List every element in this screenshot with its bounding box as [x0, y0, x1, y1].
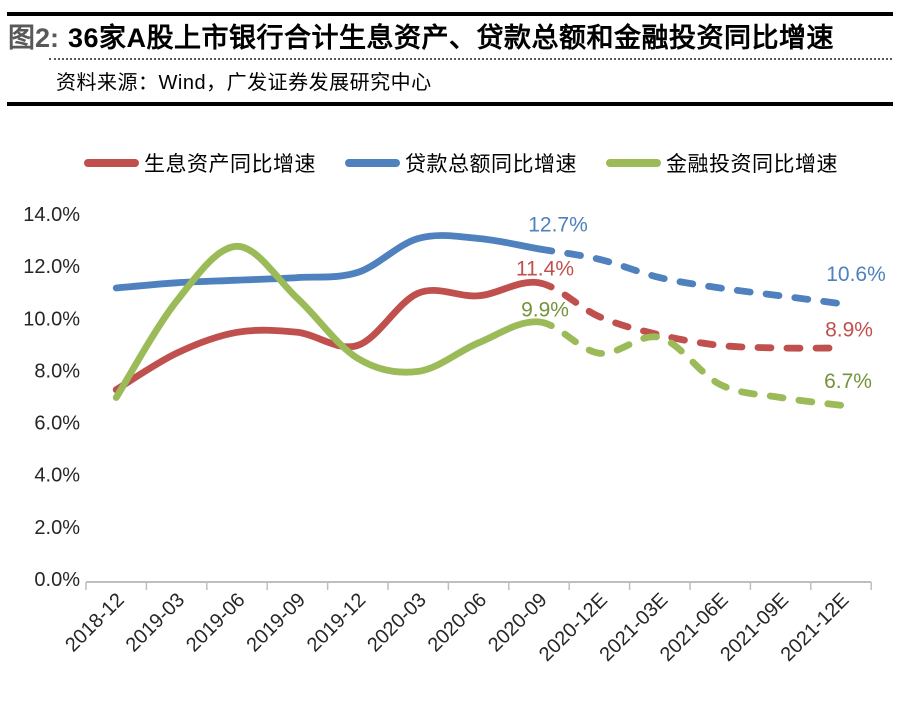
dotted-divider — [49, 58, 892, 60]
legend-item-total-loans: 贷款总额同比增速 — [345, 148, 577, 178]
series-line-dashed-1 — [535, 245, 845, 308]
series-line-solid-0 — [112, 278, 543, 394]
figure-header: 图2: 36家A股上市银行合计生息资产、贷款总额和金融投资同比增速 资料来源：W… — [0, 12, 900, 106]
series-line-solid-1 — [112, 232, 543, 292]
x-tick-label: 2019-12 — [303, 589, 370, 656]
x-tick-label: 2019-09 — [242, 589, 309, 656]
y-tick-label: 8.0% — [34, 360, 80, 382]
x-tick-label: 2020-03 — [363, 589, 430, 656]
legend-swatch-red — [84, 159, 139, 167]
header-bottom-rule — [7, 102, 893, 106]
data-label: 11.4% — [516, 257, 574, 280]
y-tick-label: 4.0% — [34, 465, 80, 487]
data-label: 10.6% — [826, 263, 886, 286]
data-label: 8.9% — [825, 319, 873, 342]
x-tick-label: 2019-06 — [182, 589, 249, 656]
legend-label: 贷款总额同比增速 — [405, 153, 577, 176]
y-tick-label: 2.0% — [34, 517, 80, 539]
figure-title: 36家A股上市银行合计生息资产、贷款总额和金融投资同比增速 — [68, 23, 835, 53]
legend-swatch-blue — [345, 159, 400, 167]
y-tick-label: 10.0% — [23, 308, 80, 330]
legend-label: 金融投资同比增速 — [666, 153, 838, 176]
figure-number-label: 图2: — [8, 23, 60, 53]
x-tick-label: 2019-03 — [122, 589, 189, 656]
y-tick-label: 12.0% — [23, 256, 80, 278]
legend-item-interest-earning-assets: 生息资产同比增速 — [84, 148, 316, 178]
y-tick-label: 14.0% — [23, 204, 80, 226]
data-label: 6.7% — [824, 370, 872, 393]
figure-title-row: 图2: 36家A股上市银行合计生息资产、贷款总额和金融投资同比增速 — [8, 20, 892, 56]
header-top-rule — [7, 12, 893, 16]
series-line-dashed-2 — [535, 318, 845, 409]
x-tick-label: 2020-06 — [424, 589, 491, 656]
legend-item-financial-investment: 金融投资同比增速 — [606, 148, 838, 178]
legend-swatch-green — [606, 159, 661, 167]
chart-canvas: 0.0% 2.0% 4.0% 6.0% 8.0% 10.0% 12.0% 14.0% 2018-… — [23, 204, 886, 666]
x-tick-label: 2018-12 — [61, 589, 128, 656]
data-label: 12.7% — [528, 213, 588, 236]
y-tick-label: 6.0% — [34, 413, 80, 435]
y-tick-label: 0.0% — [34, 569, 80, 591]
data-label: 9.9% — [521, 298, 569, 321]
series-line-dashed-0 — [535, 279, 845, 352]
chart-legend: 生息资产同比增速 贷款总额同比增速 金融投资同比增速 — [84, 148, 867, 178]
series-line-solid-2 — [112, 242, 543, 401]
legend-label: 生息资产同比增速 — [144, 153, 316, 176]
source-text: 资料来源：Wind，广发证券发展研究中心 — [56, 72, 432, 94]
